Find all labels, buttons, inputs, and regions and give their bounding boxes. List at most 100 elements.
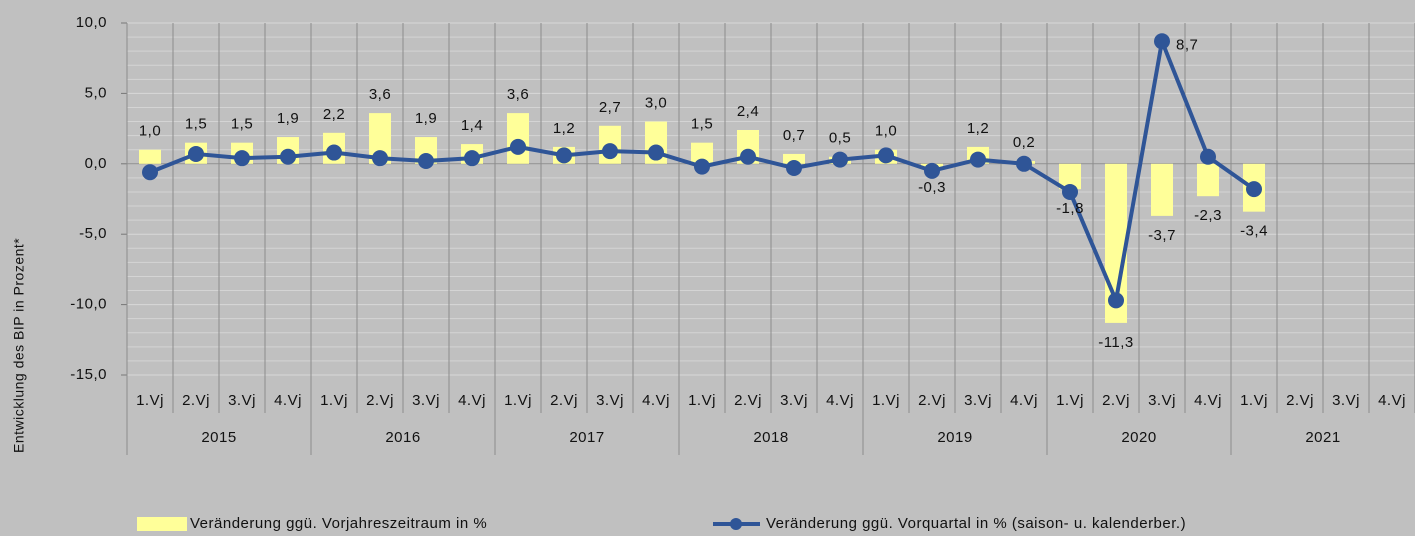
line-marker	[832, 151, 848, 168]
bar-value-label: 1,0	[139, 123, 161, 140]
y-tick-label: -15,0	[70, 366, 107, 383]
line-marker	[878, 147, 894, 164]
x-group-label: 2019	[937, 429, 972, 446]
bar-value-label: 1,0	[875, 123, 897, 140]
bar-value-label: 3,6	[369, 86, 391, 103]
bar-value-label: 3,6	[507, 86, 529, 103]
line-marker	[1016, 155, 1032, 172]
y-tick-label: 10,0	[76, 14, 107, 31]
bar-value-label: -3,4	[1240, 223, 1268, 240]
line-marker	[280, 148, 296, 165]
bar-value-label: 3,0	[645, 95, 667, 112]
bar	[1059, 163, 1081, 190]
line-marker	[510, 138, 526, 155]
x-tick-label: 1.Vj	[1240, 392, 1268, 409]
x-tick-label: 4.Vj	[826, 392, 854, 409]
bar-value-label: 0,5	[829, 130, 851, 147]
line-marker	[418, 152, 434, 169]
x-group-label: 2020	[1121, 429, 1156, 446]
legend-label: Veränderung ggü. Vorjahreszeitraum in %	[190, 515, 487, 532]
bar-value-label: 2,4	[737, 103, 759, 120]
x-tick-label: 4.Vj	[274, 392, 302, 409]
y-tick-label: 0,0	[85, 155, 107, 172]
line-marker	[372, 150, 388, 167]
line-marker	[1154, 33, 1170, 50]
x-tick-label: 4.Vj	[1010, 392, 1038, 409]
x-tick-label: 3.Vj	[1332, 392, 1360, 409]
x-tick-label: 4.Vj	[1378, 392, 1406, 409]
bar	[369, 113, 391, 164]
line-marker	[1200, 148, 1216, 165]
line-marker	[1246, 181, 1262, 198]
x-tick-label: 1.Vj	[504, 392, 532, 409]
line-marker	[648, 144, 664, 161]
bar-value-label: 2,7	[599, 99, 621, 116]
bar-value-label: 0,2	[1013, 134, 1035, 151]
x-tick-label: 1.Vj	[320, 392, 348, 409]
y-axis-label: Entwicklung des BIP in Prozent*	[11, 238, 27, 453]
line-marker	[602, 143, 618, 160]
y-tick-label: 5,0	[85, 84, 107, 101]
legend-swatch-marker	[730, 518, 742, 530]
bar	[1151, 163, 1173, 216]
x-tick-label: 2.Vj	[1102, 392, 1130, 409]
line-marker	[142, 164, 158, 181]
bar-value-label: 1,9	[277, 110, 299, 127]
x-tick-label: 3.Vj	[596, 392, 624, 409]
x-group-label: 2015	[201, 429, 236, 446]
bar-value-label: 0,7	[783, 127, 805, 144]
line-marker	[326, 144, 342, 161]
bar-value-label: 1,2	[553, 120, 575, 137]
line-marker	[924, 162, 940, 179]
y-tick-label: -10,0	[70, 296, 107, 313]
legend-label: Veränderung ggü. Vorquartal in % (saison…	[766, 515, 1186, 532]
x-tick-label: 1.Vj	[1056, 392, 1084, 409]
x-tick-label: 4.Vj	[1194, 392, 1222, 409]
line-marker	[786, 160, 802, 177]
line-marker	[234, 150, 250, 167]
x-tick-label: 4.Vj	[642, 392, 670, 409]
x-group-label: 2016	[385, 429, 420, 446]
line-marker	[1062, 183, 1078, 200]
x-tick-label: 3.Vj	[780, 392, 808, 409]
x-tick-label: 1.Vj	[872, 392, 900, 409]
bar-value-label: 1,5	[231, 116, 253, 133]
bar-value-label: 1,5	[185, 116, 207, 133]
x-tick-label: 4.Vj	[458, 392, 486, 409]
bar-value-label: 2,2	[323, 106, 345, 123]
bar	[1197, 163, 1219, 197]
x-tick-label: 1.Vj	[136, 392, 164, 409]
bar-value-label: -1,8	[1056, 200, 1084, 217]
x-tick-label: 3.Vj	[964, 392, 992, 409]
x-tick-label: 2.Vj	[366, 392, 394, 409]
bar	[783, 153, 805, 164]
x-tick-label: 2.Vj	[734, 392, 762, 409]
line-marker	[694, 158, 710, 175]
line-marker	[970, 151, 986, 168]
x-tick-label: 2.Vj	[550, 392, 578, 409]
bar-value-label: 1,5	[691, 116, 713, 133]
line-marker	[1108, 292, 1124, 309]
bar-value-label: -3,7	[1148, 227, 1176, 244]
line-marker	[740, 148, 756, 165]
bar	[691, 142, 713, 164]
bar-value-label: 1,4	[461, 117, 483, 134]
x-tick-label: 2.Vj	[1286, 392, 1314, 409]
bar	[139, 149, 161, 164]
y-tick-label: -5,0	[79, 225, 107, 242]
bar-value-label: -0,3	[918, 179, 946, 196]
line-marker	[464, 150, 480, 167]
x-tick-label: 1.Vj	[688, 392, 716, 409]
x-tick-label: 3.Vj	[228, 392, 256, 409]
x-group-label: 2018	[753, 429, 788, 446]
line-value-label: 8,7	[1176, 36, 1198, 53]
bar	[507, 113, 529, 164]
line-marker	[188, 145, 204, 162]
x-tick-label: 3.Vj	[412, 392, 440, 409]
legend-swatch	[137, 517, 187, 531]
x-group-label: 2017	[569, 429, 604, 446]
x-tick-label: 3.Vj	[1148, 392, 1176, 409]
